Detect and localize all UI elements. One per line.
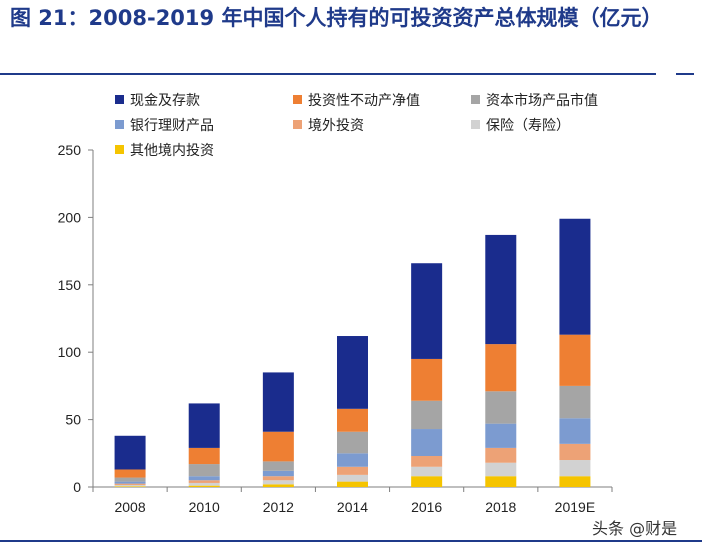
bar-segment bbox=[411, 476, 443, 487]
x-tick-label: 2014 bbox=[337, 499, 368, 515]
bar-segment bbox=[485, 234, 517, 345]
bar-segment bbox=[411, 400, 443, 430]
bar-segment bbox=[188, 480, 220, 483]
bar-segment bbox=[485, 447, 517, 463]
bar-segment bbox=[485, 423, 517, 448]
footer-divider bbox=[0, 540, 702, 542]
bar-segment bbox=[188, 403, 220, 448]
bar-segment bbox=[485, 391, 517, 424]
y-tick-label: 50 bbox=[65, 412, 81, 428]
bar-segment bbox=[262, 431, 294, 462]
bar-segment bbox=[262, 372, 294, 432]
bar-segment bbox=[114, 486, 146, 487]
legend-label: 资本市场产品市值 bbox=[486, 92, 598, 109]
bar-segment bbox=[559, 418, 591, 444]
bar-segment bbox=[559, 385, 591, 419]
bar-segment bbox=[485, 462, 517, 477]
bar-segment bbox=[188, 447, 220, 465]
legend-swatch bbox=[293, 120, 302, 129]
x-tick-label: 2010 bbox=[189, 499, 220, 515]
bar-segment bbox=[188, 485, 220, 487]
bar-segment bbox=[337, 408, 368, 432]
bar-segment bbox=[485, 344, 517, 392]
bar-segment bbox=[114, 483, 146, 485]
bar-segment bbox=[337, 336, 368, 409]
legend-swatch bbox=[471, 120, 480, 129]
legend-label: 保险（寿险） bbox=[486, 117, 570, 134]
bar-segment bbox=[262, 470, 294, 477]
bar-segment bbox=[188, 464, 220, 477]
bar-segment bbox=[262, 480, 294, 485]
y-tick-label: 0 bbox=[73, 479, 81, 495]
chart-title: 图 21：2008-2019 年中国个人持有的可投资资产总体规模（亿元） bbox=[10, 6, 663, 30]
bar-segment bbox=[188, 476, 220, 481]
y-tick-label: 100 bbox=[58, 344, 82, 360]
legend-swatch bbox=[293, 95, 302, 104]
bar-segment bbox=[559, 460, 591, 477]
legend-label: 投资性不动产净值 bbox=[308, 93, 420, 109]
legend-label: 其他境内投资 bbox=[130, 143, 214, 159]
bar-segment bbox=[262, 476, 294, 481]
bar-segment bbox=[337, 466, 368, 475]
legend-swatch bbox=[115, 120, 124, 129]
bar-segment bbox=[188, 482, 220, 486]
title-divider-end bbox=[676, 73, 694, 75]
bar-segment bbox=[337, 431, 368, 454]
bar-segment bbox=[411, 455, 443, 467]
legend-swatch bbox=[115, 145, 124, 154]
y-tick-label: 150 bbox=[58, 277, 82, 293]
legend-swatch bbox=[471, 95, 480, 104]
legend-label: 银行理财产品 bbox=[130, 118, 214, 134]
bar-segment bbox=[114, 469, 146, 478]
bar-segment bbox=[114, 481, 146, 484]
bar-segment bbox=[262, 484, 294, 487]
bar-segment bbox=[337, 481, 368, 487]
bar-segment bbox=[411, 466, 443, 477]
bar-segment bbox=[262, 461, 294, 471]
x-tick-label: 2018 bbox=[485, 499, 516, 515]
bar-segment bbox=[114, 484, 146, 487]
legend-swatch bbox=[115, 95, 124, 104]
bar-segment bbox=[337, 453, 368, 467]
x-tick-label: 2008 bbox=[114, 499, 145, 515]
y-tick-label: 200 bbox=[58, 209, 82, 225]
bar-segment bbox=[411, 263, 443, 359]
x-tick-label: 2019E bbox=[555, 499, 595, 515]
bar-segment bbox=[559, 218, 591, 335]
bar-segment bbox=[559, 476, 591, 487]
watermark: 头条 @财是 bbox=[592, 519, 678, 538]
x-tick-label: 2012 bbox=[263, 499, 294, 515]
bar-segment bbox=[485, 476, 517, 487]
bar-segment bbox=[559, 443, 591, 461]
bar-segment bbox=[411, 358, 443, 401]
bar-segment bbox=[114, 477, 146, 482]
bar-segment bbox=[114, 435, 146, 470]
legend-label: 现金及存款 bbox=[130, 93, 200, 109]
title-divider bbox=[0, 73, 656, 75]
bar-segment bbox=[559, 334, 591, 386]
legend-label: 境外投资 bbox=[308, 118, 364, 134]
x-tick-label: 2016 bbox=[411, 499, 442, 515]
bar-segment bbox=[337, 474, 368, 482]
bar-segment bbox=[411, 429, 443, 456]
y-tick-label: 250 bbox=[58, 142, 82, 158]
